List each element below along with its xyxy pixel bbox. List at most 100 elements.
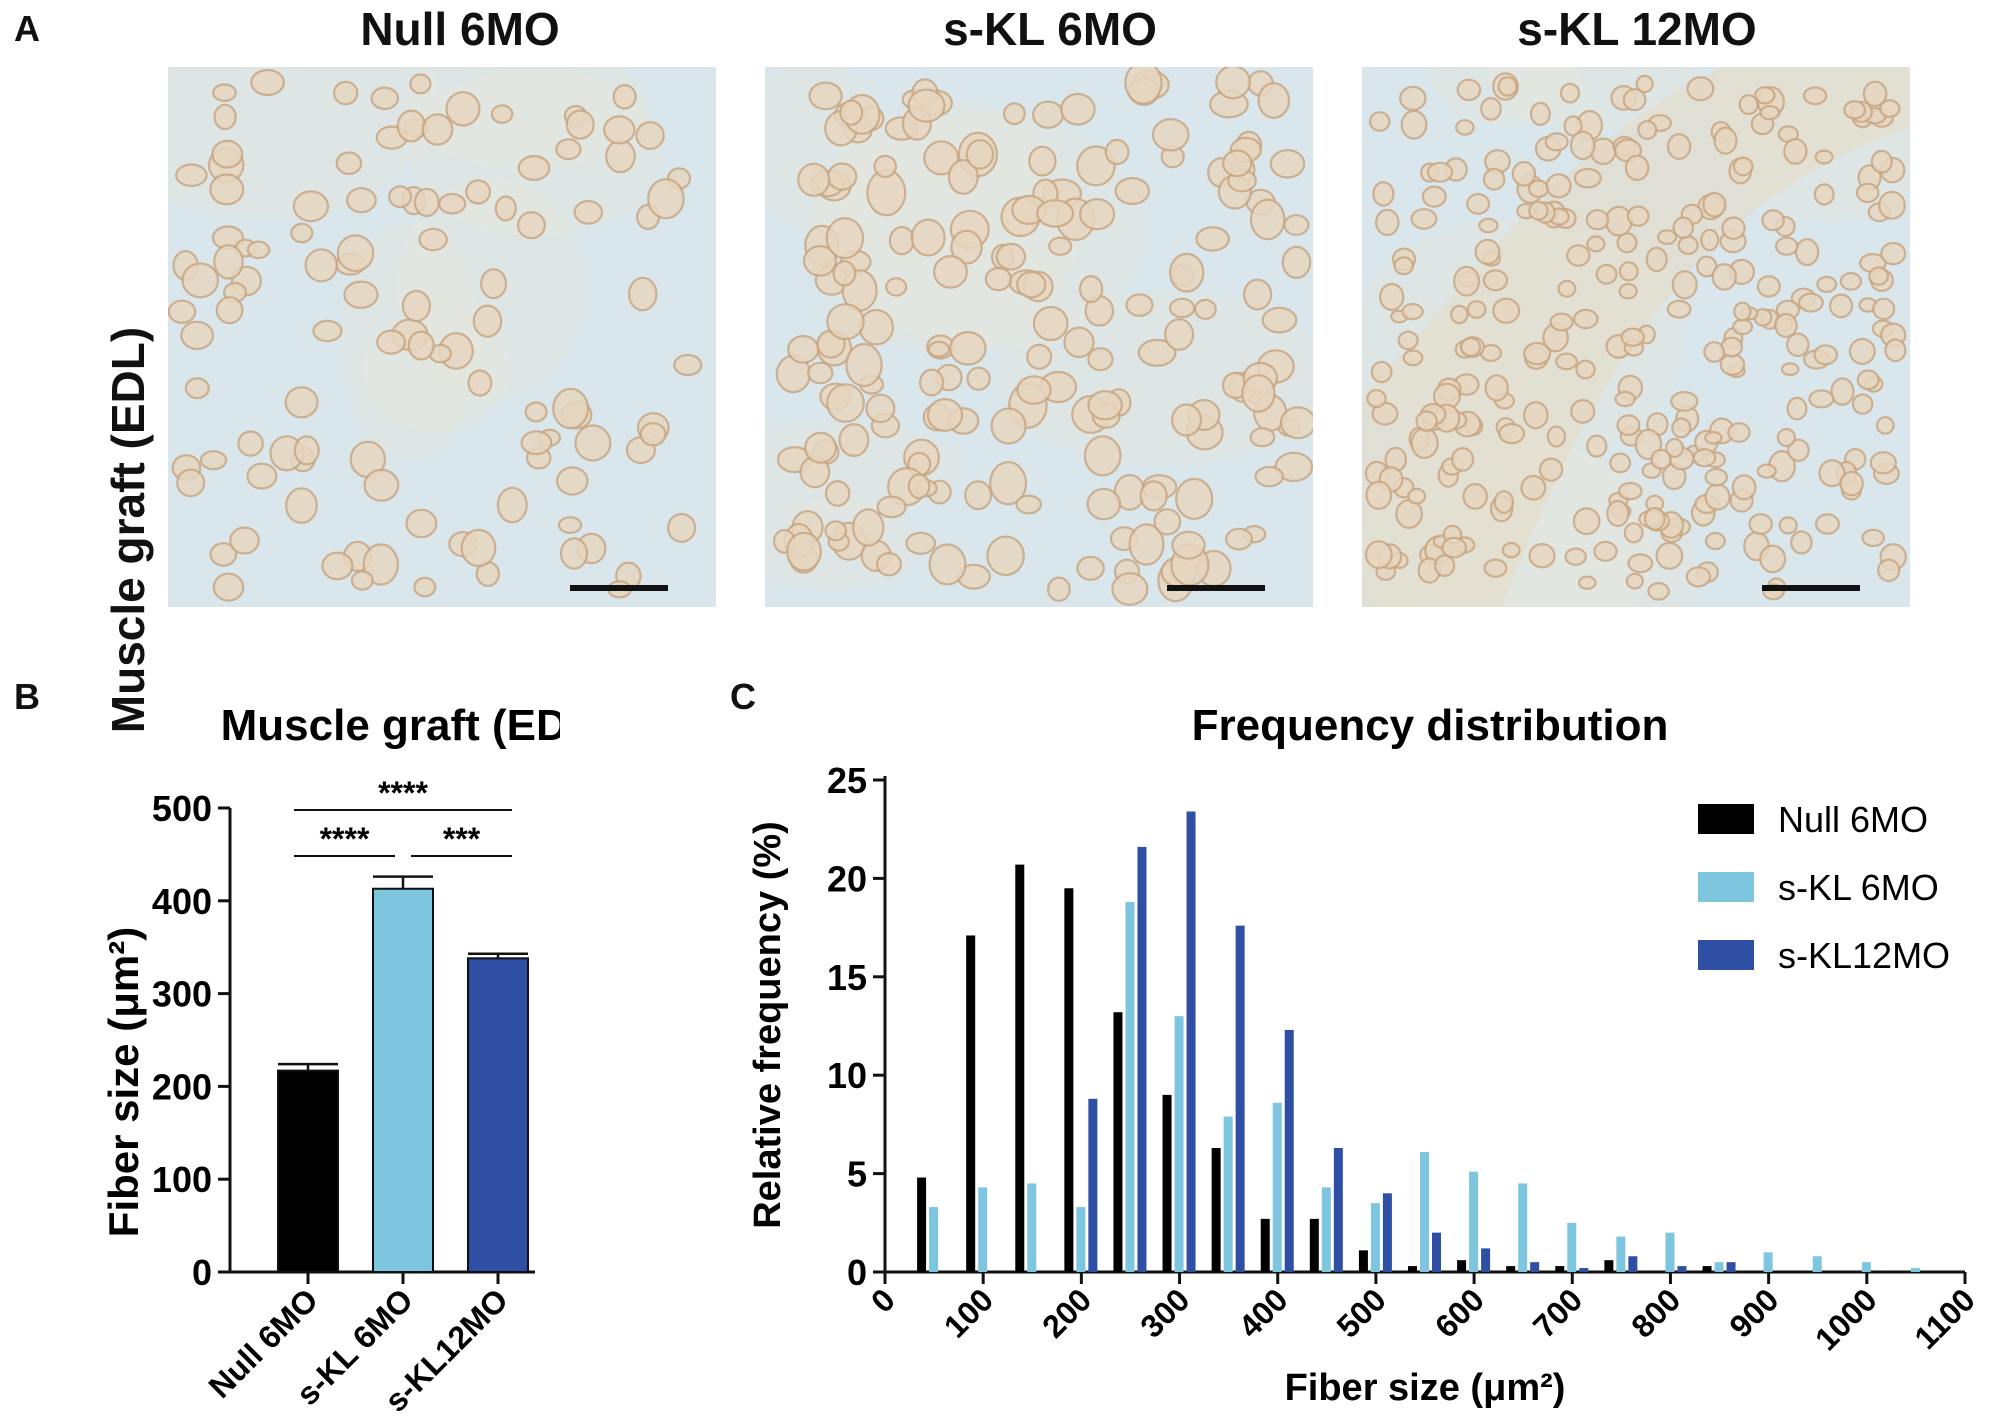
chart-c-bar [1223,1116,1233,1272]
chart-c-bar [1420,1151,1429,1272]
chart-c-bar [978,1187,988,1272]
chart-b-bar [372,887,434,1273]
chart-c-ytick-label: 15 [827,957,867,998]
chart-c-bar [966,935,976,1272]
chart-c-xtick-label: 1100 [1907,1281,1982,1356]
chart-c-bar [1677,1266,1687,1272]
chart-c-bar [1481,1248,1491,1272]
chart-c-xtick-label: 600 [1428,1281,1491,1344]
chart-c-xtick-label: 800 [1624,1281,1687,1344]
panel-b-letter: B [14,676,40,717]
chart-c-bar [1064,888,1074,1272]
chart-c-bar [1088,1098,1098,1272]
chart-c-legend: Null 6MO s-KL 6MO s-KL12MO [1698,799,1950,976]
chart-c-bar [1763,1252,1773,1272]
scale-bar-skl-6mo [1167,585,1265,591]
chart-c-bar [917,1177,927,1272]
chart-c-bar [1726,1262,1736,1272]
chart-c-bar [1812,1256,1822,1272]
chart-c-bar [1616,1236,1626,1272]
chart-b-significance-label: *** [443,821,481,857]
chart-c-bar [1382,1193,1392,1272]
chart-c-bar [1628,1256,1638,1272]
chart-c-bar [1702,1266,1712,1272]
column-title-skl-12mo: s-KL 12MO [1517,3,1757,55]
chart-b-ylabel: Fiber size (μm²) [100,927,147,1237]
chart-c-xtick-label: 400 [1231,1281,1294,1344]
chart-c-legend-label: Null 6MO [1778,799,1928,840]
chart-c-bar [1113,1012,1123,1272]
chart-c-bar [1358,1250,1368,1272]
chart-c-xtick-label: 500 [1330,1281,1393,1344]
chart-b-title: Muscle graft (EDL) [221,701,560,750]
chart-c-xlabel: Fiber size (μm²) [1285,1367,1566,1409]
chart-c-bar [1579,1268,1589,1272]
scale-bar-skl-12mo [1762,585,1860,591]
chart-c-bar [1076,1207,1086,1272]
micrograph-null-6mo [168,67,716,607]
micrograph-skl-12mo [1362,67,1910,607]
chart-c-bar [1370,1203,1380,1272]
chart-c-legend-label: s-KL12MO [1778,935,1950,976]
chart-c-bar [1432,1232,1441,1272]
panel-c-letter: C [730,676,756,717]
chart-b-ytick-label: 200 [152,1066,212,1107]
chart-b-ytick-label: 100 [152,1159,212,1200]
chart-c-xtick-label: 1000 [1808,1281,1884,1357]
chart-c-bar [1665,1232,1675,1272]
chart-c-bar [1284,1029,1294,1272]
chart-c-bar [1861,1262,1871,1272]
chart-c-bar [1260,1218,1270,1272]
chart-c-bar [1186,811,1196,1272]
chart-c-bar [1174,1016,1184,1272]
chart-c-ytick-label: 10 [827,1055,867,1096]
chart-b-ytick-label: 400 [152,881,212,922]
column-title-skl-6mo: s-KL 6MO [943,3,1157,55]
chart-c-bar [1137,846,1147,1272]
chart-c-legend-swatch [1698,804,1754,834]
chart-c-bar [1910,1268,1920,1272]
chart-c-bar [1272,1102,1282,1272]
chart-c-ytick-label: 0 [847,1252,867,1293]
chart-c-xtick-label: 100 [937,1281,1000,1344]
chart-c-legend-swatch [1698,872,1754,902]
chart-c-bar [1457,1260,1467,1272]
chart-c-bar [1408,1266,1417,1272]
chart-c-title: Frequency distribution [1192,701,1669,750]
chart-c-bar [1162,1094,1172,1272]
chart-c-bar [1015,864,1025,1272]
chart-c-bar [1714,1262,1724,1272]
chart-c-legend-swatch [1698,940,1754,970]
chart-b-ytick-label: 500 [152,788,212,829]
chart-c-bar [1530,1262,1540,1272]
chart-c-bar [1604,1260,1614,1272]
chart-b-bar [467,957,529,1273]
chart-c-ytick-label: 25 [827,760,867,801]
panel-a-letter: A [14,8,40,49]
chart-c-xtick-label: 0 [864,1281,902,1319]
chart-c-bar [1518,1183,1528,1272]
chart-c-bar [1333,1148,1343,1272]
chart-c-bar [1567,1222,1577,1272]
chart-c-bar [1321,1187,1331,1272]
chart-c-ytick-label: 20 [827,858,867,899]
chart-c-ytick-label: 5 [847,1154,867,1195]
chart-b-significance-label: **** [320,821,370,857]
chart-b-ytick-label: 300 [152,974,212,1015]
chart-c-bar [1506,1266,1516,1272]
chart-c-ylabel: Relative frequency (%) [747,821,789,1229]
scale-bar-null-6mo [570,585,668,591]
chart-c-bar [1211,1148,1221,1272]
chart-c-xtick-label: 700 [1526,1281,1589,1344]
chart-c-bar [1469,1171,1479,1272]
chart-c-bar [1125,902,1135,1272]
chart-c-xtick-label: 200 [1035,1281,1098,1344]
chart-b-bar [277,1069,339,1273]
chart-c-xtick-label: 900 [1722,1281,1785,1344]
fiber-size-bar-chart: Muscle graft (EDL) Fiber size (μm²) 0 100… [100,701,560,1419]
column-title-null-6mo: Null 6MO [360,3,560,55]
chart-c-legend-label: s-KL 6MO [1778,867,1939,908]
chart-c-bar [1235,925,1245,1272]
micrograph-skl-6mo [765,67,1313,607]
chart-b-significance-label: **** [378,775,428,811]
